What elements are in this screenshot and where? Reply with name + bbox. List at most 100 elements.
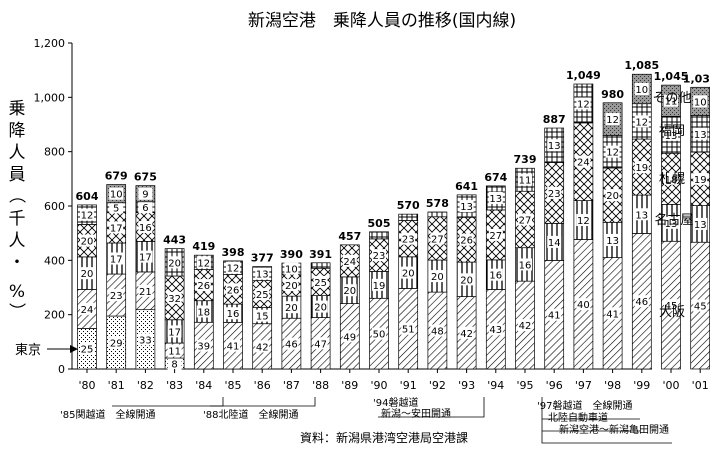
data-label-bg: [488, 228, 503, 241]
annotation-94-line2: 新潟～安田開通: [381, 407, 451, 420]
data-label: 20: [314, 303, 327, 314]
bar-20: 45 13 18 13 11 1,045: [654, 70, 688, 370]
data-label: 20: [285, 303, 298, 314]
data-label-bg: [109, 252, 124, 265]
data-label: 13: [694, 130, 707, 141]
annotation-85-bracket: [112, 397, 224, 407]
data-label: 25: [256, 290, 269, 301]
data-label: 27: [431, 234, 444, 245]
data-label: 11: [519, 176, 532, 187]
bar-total-label: 679: [105, 170, 128, 183]
data-label-bg: [109, 201, 124, 214]
bar-21: 45 13 19 13 10 1,037: [683, 72, 710, 370]
x-tick-label: '86: [254, 379, 271, 392]
data-label-bg: [488, 191, 503, 204]
bar-0: 25 24 20 20 12 604: [76, 190, 99, 370]
bar-4: 39 18 26 12 419: [192, 240, 215, 370]
data-label: 45: [694, 302, 707, 313]
annotation-85: '85関越道 全線開通: [60, 408, 155, 421]
x-tick-label: '90: [370, 379, 387, 392]
data-label: 33: [139, 335, 152, 346]
data-label-bg: [342, 284, 357, 297]
data-label: 51: [402, 325, 415, 336]
y-tick-label: 400: [44, 254, 65, 267]
x-tick-label: '87: [283, 379, 300, 392]
data-label: 10: [110, 190, 123, 201]
data-label-bg: [313, 300, 328, 313]
data-label-bg: [80, 267, 94, 280]
data-label-bg: [576, 214, 591, 227]
bar-segment-fukuoka: [427, 211, 448, 218]
bar-total-label: 604: [76, 190, 99, 203]
legend-label-nagoya: 名古屋: [654, 212, 693, 228]
bar-19: 46 13 19 12 10 1,085: [624, 59, 659, 370]
annotation-97-bracket: [541, 397, 672, 444]
data-label-bg: [226, 307, 240, 320]
data-label-bg: [693, 172, 708, 185]
data-label: 20: [431, 272, 444, 283]
data-label-bg: [167, 291, 182, 304]
data-label: 13: [694, 220, 707, 231]
data-label: 14: [548, 238, 561, 249]
bar-total-label: 1,037: [683, 72, 710, 85]
bar-segment-fukuoka: [398, 213, 419, 221]
data-label-bg: [196, 256, 211, 269]
data-label-bg: [226, 283, 240, 296]
x-tick-label: '82: [137, 379, 154, 392]
data-label: 23: [373, 251, 386, 262]
data-label: 17: [168, 327, 181, 338]
annotation-94-line1: '94磐越道: [373, 396, 418, 409]
data-label-bg: [342, 254, 357, 267]
annotation-97-line3: 新潟空港～新潟亀田開通: [559, 423, 669, 436]
x-tick-label: '83: [166, 379, 183, 392]
data-label-bg: [284, 301, 299, 314]
bar-9: 49 20 24 457: [338, 230, 361, 370]
data-label: 41: [227, 342, 240, 353]
x-tick-label: '96: [546, 379, 563, 392]
bar-segment-fukuoka: [369, 231, 389, 240]
data-label: 26: [460, 236, 473, 247]
y-axis-label-char-3: 員: [9, 165, 26, 185]
data-label: 48: [431, 327, 444, 338]
data-label: 32: [168, 294, 181, 305]
data-label-bg: [547, 308, 562, 321]
data-label-bg: [459, 273, 474, 286]
data-label: 46: [285, 340, 298, 351]
annotations: '85関越道 全線開通 '88北陸道 全線開通 '94磐越道 新潟～安田開通 '…: [60, 396, 672, 444]
bar-1: 29 23 17 17 5 10 679: [105, 170, 128, 370]
bar-5: 41 16 26 12 398: [222, 246, 244, 370]
x-tick-label: '92: [429, 379, 446, 392]
y-tick-label: 1,000: [34, 91, 66, 104]
data-label-bg: [138, 201, 153, 214]
data-label-bg: [109, 289, 124, 302]
data-label: 40: [577, 300, 590, 311]
data-label: 8: [171, 360, 177, 371]
data-label-bg: [226, 339, 240, 352]
data-label-bg: [693, 95, 708, 108]
data-label-bg: [634, 295, 649, 308]
data-label: 46: [635, 297, 648, 308]
data-label-bg: [372, 327, 386, 340]
bar-12: 48 20 27 578: [426, 197, 449, 370]
bar-18: 41 13 20 12 12 980: [601, 88, 624, 370]
y-tick-label: 0: [58, 363, 65, 376]
data-label-bg: [576, 155, 591, 168]
data-label: 10: [635, 85, 648, 96]
data-label-bg: [634, 161, 649, 174]
x-tick-label: '99: [633, 379, 650, 392]
data-label: 13: [548, 141, 561, 152]
x-tick-label: '93: [458, 379, 475, 392]
data-label: 21: [139, 287, 152, 298]
bar-11: 51 20 23 570: [397, 199, 420, 370]
data-label-bg: [167, 325, 182, 338]
annotation-97-line1: '97磐越道 全線開通: [537, 399, 632, 412]
y-axis-label-char-4: （: [6, 187, 26, 204]
data-label-bg: [605, 307, 620, 320]
y-tick-label: 200: [44, 309, 65, 322]
data-label-bg: [634, 115, 649, 128]
data-label-bg: [488, 268, 503, 281]
data-label: 9: [142, 190, 148, 201]
x-tick-label: '01: [692, 379, 709, 392]
data-label-bg: [255, 340, 270, 353]
data-label-bg: [167, 256, 182, 269]
